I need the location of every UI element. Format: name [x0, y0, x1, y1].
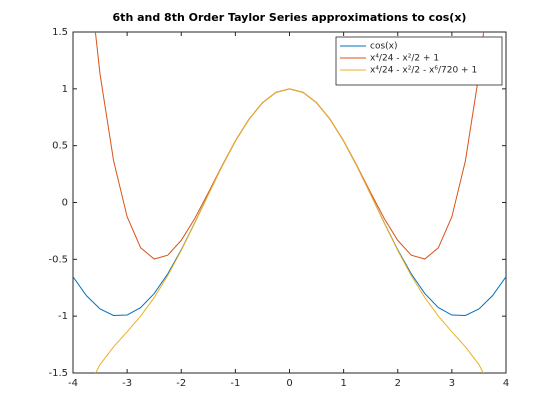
y-tick-label: 0	[62, 198, 68, 209]
chart-title: 6th and 8th Order Taylor Series approxim…	[113, 11, 467, 24]
y-tick-label: 1	[62, 84, 68, 95]
series-line	[95, 88, 484, 373]
x-tick-label: 1	[340, 378, 346, 389]
legend-label: x⁴/24 - x²/2 - x⁶/720 + 1	[370, 66, 477, 76]
x-tick-label: 0	[286, 378, 292, 389]
y-tick-label: -1.5	[48, 368, 68, 379]
x-tick-label: -4	[68, 378, 78, 389]
y-tick-label: 0.5	[52, 141, 68, 152]
x-tick-label: 3	[449, 378, 455, 389]
x-tick-label: 4	[503, 378, 509, 389]
legend-box	[335, 36, 503, 86]
y-tick-label: -0.5	[48, 254, 68, 265]
x-tick-label: -2	[176, 378, 186, 389]
x-tick-label: -1	[230, 378, 240, 389]
legend-label: x⁴/24 - x²/2 + 1	[370, 54, 439, 64]
y-tick-label: -1	[58, 311, 68, 322]
plot-lines	[73, 32, 506, 373]
y-tick-label: 1.5	[52, 27, 68, 38]
x-tick-label: 2	[395, 378, 401, 389]
legend-label: cos(x)	[370, 42, 398, 52]
x-tick-label: -3	[122, 378, 132, 389]
